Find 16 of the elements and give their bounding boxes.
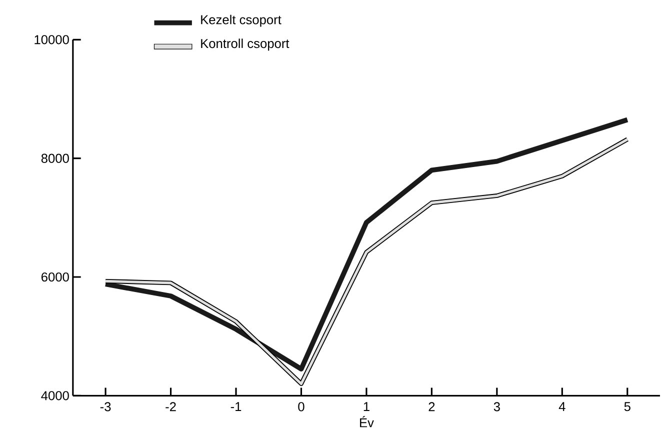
x-tick-label: 4 <box>558 402 566 411</box>
x-tick-label: 1 <box>364 402 370 411</box>
legend-label: Kontroll csoport <box>201 38 290 50</box>
x-tick-label: -3 <box>100 402 111 412</box>
x-tick-label: -2 <box>166 402 176 411</box>
x-tick-label: 0 <box>298 402 304 412</box>
legend-label: Kezelt csoport <box>201 14 282 27</box>
y-tick-label: 10000 <box>34 34 69 44</box>
y-tick-label: 4000 <box>41 390 69 400</box>
x-tick-label: 3 <box>494 402 500 412</box>
x-tick-label: 2 <box>428 402 435 411</box>
x-tick-label: 5 <box>624 402 630 411</box>
y-tick-label: 6000 <box>42 272 69 282</box>
x-tick-label: -1 <box>230 402 242 411</box>
x-axis-title: Év <box>360 416 374 428</box>
y-tick-label: 8000 <box>41 154 69 163</box>
